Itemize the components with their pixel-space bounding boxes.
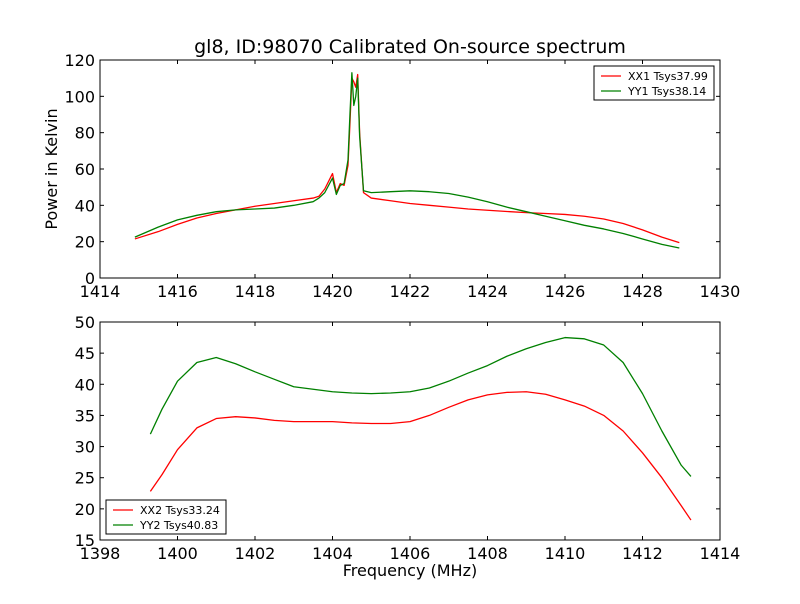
x-tick-label: 1420 [312,282,353,301]
legend-box [593,65,715,101]
legend-label: XX2 Tsys33.24 [140,504,220,517]
x-tick-label: 1430 [700,282,741,301]
y-tick-label: 20 [75,233,95,252]
series-line-1 [134,73,680,244]
x-tick-label: 1414 [700,544,741,563]
legend: XX1 Tsys37.99 YY1 Tsys38.14 [593,65,715,101]
axes-frame [99,321,721,541]
x-tick-label: 1402 [235,544,276,563]
y-tick-label: 45 [75,344,95,363]
x-tick-label: 1404 [312,544,353,563]
x-tick-label: 1410 [545,544,586,563]
y-tick-label: 50 [75,313,95,332]
top-panel: 1414 1416 1418 1420 1422 1424 1426 1428 1430 0 20 4… [42,51,740,301]
y-tick-label: 80 [75,124,95,143]
x-tick-label: 1428 [622,282,663,301]
x-tick-label: 1416 [157,282,198,301]
y-tick-label: 25 [75,469,95,488]
y-tick-label: 30 [75,438,95,457]
legend-label: XX1 Tsys37.99 [628,70,708,83]
y-tick-label: 35 [75,406,95,425]
y-tick-label: 20 [75,500,95,519]
x-tick-label: 1422 [390,282,431,301]
legend-label: YY2 Tsys40.83 [139,519,218,532]
x-tick-label: 1400 [157,544,198,563]
x-axis-label: Frequency (MHz) [343,561,477,580]
x-tick-label: 1408 [467,544,508,563]
series-line-2 [134,72,680,249]
y-tick-label: 100 [64,87,95,106]
legend-box [105,499,227,535]
x-tick-label: 1426 [545,282,586,301]
series-line-1 [149,391,692,521]
x-tick-label: 1406 [390,544,431,563]
chart-title: gl8, ID:98070 Calibrated On-source spect… [194,36,626,58]
axes-frame [99,59,721,279]
y-tick-label: 60 [75,160,95,179]
bottom-panel: 1398 1400 1402 1404 1406 1408 1410 1412 1414 15 20… [75,313,741,580]
y-tick-label: 0 [85,269,95,288]
x-tick-label: 1418 [235,282,276,301]
x-tick-label: 1424 [467,282,508,301]
y-tick-label: 120 [64,51,95,70]
x-tick-label: 1398 [80,544,121,563]
y-tick-label: 40 [75,196,95,215]
series-line-2 [149,336,692,477]
y-tick-label: 40 [75,375,95,394]
y-tick-label: 15 [75,531,95,550]
legend-label: YY1 Tsys38.14 [627,85,706,98]
x-tick-label: 1414 [80,282,121,301]
x-tick-label: 1412 [622,544,663,563]
y-axis-label: Power in Kelvin [42,108,61,229]
legend: XX2 Tsys33.24 YY2 Tsys40.83 [105,499,227,535]
